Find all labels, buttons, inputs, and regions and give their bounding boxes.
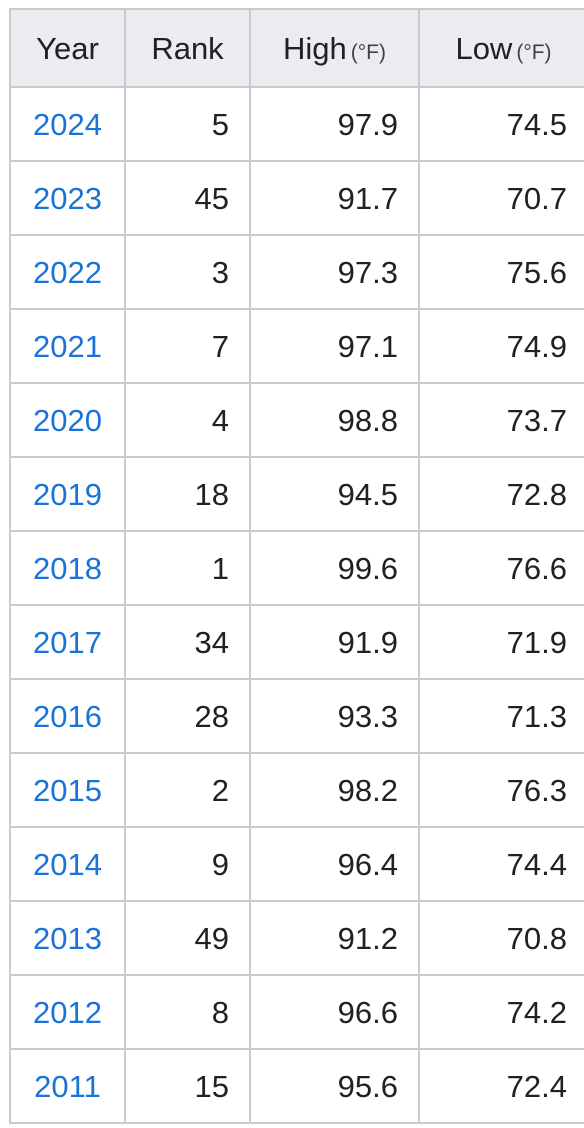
header-high-label: High (283, 30, 347, 66)
high-cell: 97.3 (249, 234, 420, 310)
header-low[interactable]: Low (°F) (418, 8, 584, 88)
low-cell: 74.9 (418, 308, 584, 384)
year-link[interactable]: 2013 (9, 900, 126, 976)
table-row: 2013 49 91.2 70.8 (9, 900, 584, 976)
high-cell: 99.6 (249, 530, 420, 606)
year-link[interactable]: 2014 (9, 826, 126, 902)
rank-cell: 8 (124, 974, 251, 1050)
year-link[interactable]: 2016 (9, 678, 126, 754)
temperature-table: Year Rank High (°F) Low (°F) 2024 5 97.9 7… (9, 8, 584, 1124)
high-cell: 96.4 (249, 826, 420, 902)
rank-cell: 7 (124, 308, 251, 384)
low-cell: 72.8 (418, 456, 584, 532)
rank-cell: 4 (124, 382, 251, 458)
low-cell: 76.3 (418, 752, 584, 828)
table-row: 2023 45 91.7 70.7 (9, 160, 584, 236)
year-link[interactable]: 2020 (9, 382, 126, 458)
low-cell: 76.6 (418, 530, 584, 606)
rank-cell: 15 (124, 1048, 251, 1124)
year-link[interactable]: 2023 (9, 160, 126, 236)
low-cell: 74.4 (418, 826, 584, 902)
table-row: 2019 18 94.5 72.8 (9, 456, 584, 532)
rank-cell: 49 (124, 900, 251, 976)
low-cell: 71.9 (418, 604, 584, 680)
rank-cell: 3 (124, 234, 251, 310)
header-rank-label: Rank (151, 30, 224, 66)
year-link[interactable]: 2021 (9, 308, 126, 384)
table-row: 2011 15 95.6 72.4 (9, 1048, 584, 1124)
rank-cell: 34 (124, 604, 251, 680)
table-row: 2021 7 97.1 74.9 (9, 308, 584, 384)
table-row: 2016 28 93.3 71.3 (9, 678, 584, 754)
table-body: 2024 5 97.9 74.5 2023 45 91.7 70.7 2022 … (9, 86, 584, 1124)
rank-cell: 9 (124, 826, 251, 902)
low-cell: 70.8 (418, 900, 584, 976)
year-link[interactable]: 2019 (9, 456, 126, 532)
year-link[interactable]: 2012 (9, 974, 126, 1050)
low-cell: 74.2 (418, 974, 584, 1050)
rank-cell: 45 (124, 160, 251, 236)
rank-cell: 1 (124, 530, 251, 606)
rank-cell: 5 (124, 86, 251, 162)
high-cell: 97.1 (249, 308, 420, 384)
table-row: 2018 1 99.6 76.6 (9, 530, 584, 606)
header-high-unit: (°F) (350, 40, 386, 64)
high-cell: 91.2 (249, 900, 420, 976)
table-row: 2017 34 91.9 71.9 (9, 604, 584, 680)
high-cell: 93.3 (249, 678, 420, 754)
table-row: 2015 2 98.2 76.3 (9, 752, 584, 828)
low-cell: 74.5 (418, 86, 584, 162)
table-row: 2014 9 96.4 74.4 (9, 826, 584, 902)
header-low-unit: (°F) (516, 40, 552, 64)
year-link[interactable]: 2017 (9, 604, 126, 680)
year-link[interactable]: 2015 (9, 752, 126, 828)
header-year-label: Year (36, 30, 99, 66)
high-cell: 95.6 (249, 1048, 420, 1124)
low-cell: 72.4 (418, 1048, 584, 1124)
low-cell: 75.6 (418, 234, 584, 310)
year-link[interactable]: 2024 (9, 86, 126, 162)
header-high[interactable]: High (°F) (249, 8, 420, 88)
rank-cell: 18 (124, 456, 251, 532)
high-cell: 94.5 (249, 456, 420, 532)
table-row: 2020 4 98.8 73.7 (9, 382, 584, 458)
high-cell: 91.9 (249, 604, 420, 680)
year-link[interactable]: 2018 (9, 530, 126, 606)
high-cell: 98.8 (249, 382, 420, 458)
year-link[interactable]: 2022 (9, 234, 126, 310)
table-row: 2012 8 96.6 74.2 (9, 974, 584, 1050)
high-cell: 97.9 (249, 86, 420, 162)
table-header-row: Year Rank High (°F) Low (°F) (9, 8, 584, 88)
high-cell: 96.6 (249, 974, 420, 1050)
low-cell: 73.7 (418, 382, 584, 458)
rank-cell: 2 (124, 752, 251, 828)
header-low-label: Low (455, 30, 513, 66)
low-cell: 71.3 (418, 678, 584, 754)
header-rank[interactable]: Rank (124, 8, 251, 88)
table-row: 2022 3 97.3 75.6 (9, 234, 584, 310)
low-cell: 70.7 (418, 160, 584, 236)
rank-cell: 28 (124, 678, 251, 754)
high-cell: 98.2 (249, 752, 420, 828)
high-cell: 91.7 (249, 160, 420, 236)
header-year[interactable]: Year (9, 8, 126, 88)
year-link[interactable]: 2011 (9, 1048, 126, 1124)
table-row: 2024 5 97.9 74.5 (9, 86, 584, 162)
